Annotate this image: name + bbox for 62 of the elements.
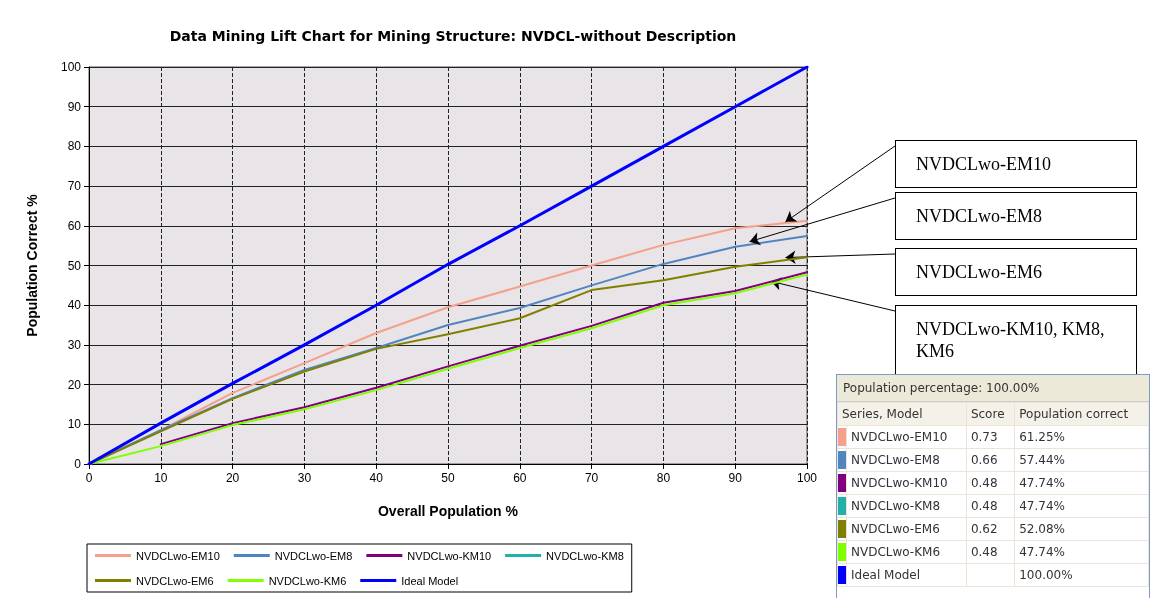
annotation: NVDCLwo-EM8: [916, 206, 1042, 226]
y-tick-label: 0: [74, 457, 82, 471]
x-tick-label: 40: [369, 471, 384, 485]
data-label: 0.48: [966, 494, 1015, 518]
category-label: NVDCLwo-KM10: [846, 471, 967, 495]
y-tick-label: 10: [67, 417, 82, 432]
legend-label: Ideal Model: [401, 574, 459, 587]
x-tick-label: 50: [441, 471, 455, 485]
annotation: NVDCLwo-EM10: [916, 154, 1051, 174]
line-series: [87, 65, 809, 466]
category-label: Ideal Model: [846, 563, 967, 587]
x-axis-title: Overall Population %: [377, 503, 519, 519]
annotation: NVDCLwo-KM10, KM8, KM6: [916, 319, 1109, 361]
data-label: 47.74%: [1014, 494, 1149, 518]
y-tick-label: 100: [60, 60, 82, 74]
y-axis-title: Population Correct %: [24, 193, 40, 337]
data-label: 47.74%: [1014, 540, 1149, 564]
data-label: 57.44%: [1014, 448, 1149, 472]
category-label: NVDCLwo-EM8: [846, 448, 967, 472]
data-label: 0.66: [966, 448, 1015, 472]
x-tick-label: 70: [584, 471, 599, 485]
y-tick-label: 50: [67, 258, 82, 273]
x-tick-label: 60: [513, 471, 527, 485]
category-label: NVDCLwo-KM6: [846, 540, 967, 564]
x-tick-label: 0: [85, 471, 93, 485]
y-tick-label: 70: [67, 179, 82, 194]
category-label: NVDCLwo-EM10: [846, 425, 967, 449]
legend-label: NVDCLwo-KM10: [407, 549, 492, 562]
data-label: 0.62: [966, 517, 1015, 541]
x-tick-label: 20: [225, 471, 240, 485]
legend-label: NVDCLwo-KM6: [268, 574, 347, 587]
legend-label: NVDCLwo-EM8: [274, 549, 353, 562]
x-tick-label: 30: [297, 471, 312, 485]
line-series: [159, 271, 808, 446]
data-label: 47.74%: [1014, 471, 1149, 495]
data-label: 100.00%: [1014, 563, 1149, 587]
data-label: 52.08%: [1014, 517, 1149, 541]
data-label: 0.48: [966, 471, 1015, 495]
x-tick-label: 100: [796, 471, 818, 485]
y-tick-label: 40: [67, 298, 82, 313]
text: Series, Model: [837, 402, 967, 426]
series-label: Score: [966, 402, 1015, 426]
legend-label: NVDCLwo-KM8: [546, 549, 624, 562]
y-tick-label: 80: [67, 139, 82, 154]
annotation: NVDCLwo-EM6: [916, 262, 1042, 282]
y-tick-label: 30: [67, 337, 82, 352]
y-tick-label: 90: [67, 99, 82, 114]
y-tick-label: 60: [67, 218, 82, 233]
data-label: 61.25%: [1014, 425, 1149, 449]
x-tick-label: 90: [728, 471, 743, 485]
legend-label: NVDCLwo-EM6: [136, 574, 214, 587]
category-label: NVDCLwo-EM6: [846, 517, 967, 541]
data-label: 0.73: [966, 425, 1015, 449]
legend-label: Population correct: [1014, 402, 1149, 426]
x-tick-label: 80: [656, 471, 671, 485]
category-label: NVDCLwo-KM8: [846, 494, 967, 518]
text: Population percentage: 100.00%: [837, 375, 1149, 402]
y-tick-label: 20: [67, 377, 82, 392]
legend-label: NVDCLwo-EM10: [136, 549, 220, 562]
x-tick-label: 10: [154, 471, 168, 485]
chart-title: Data Mining Lift Chart for Mining Structure: NVDCL-without Description: [169, 28, 737, 44]
data-label: 0.48: [966, 540, 1015, 564]
